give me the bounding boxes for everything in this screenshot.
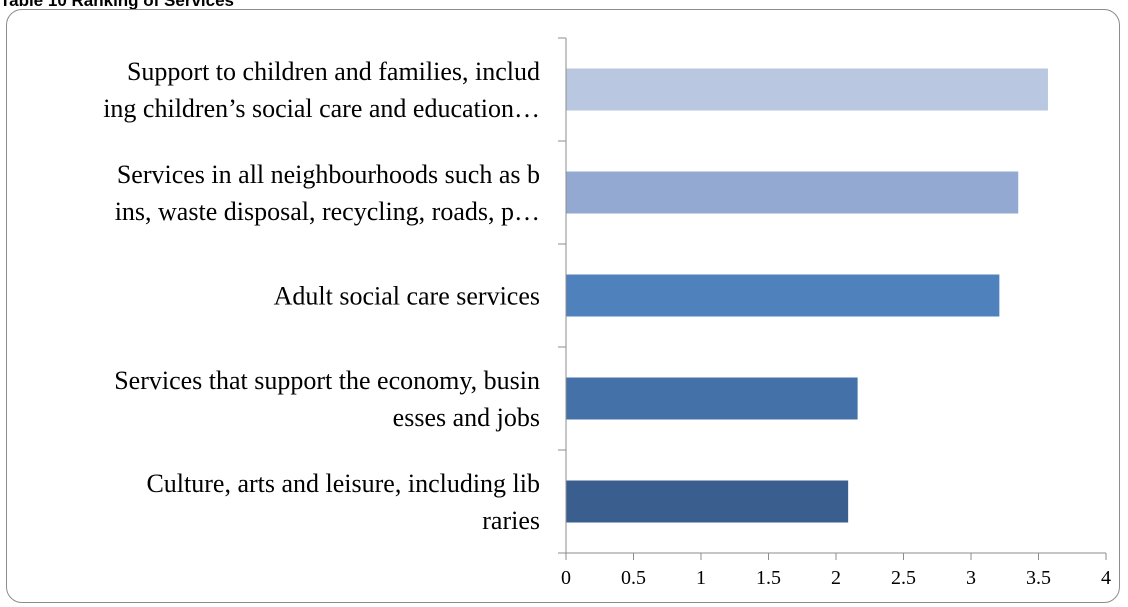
x-tick-label: 0.5 [621,567,646,589]
category-label: Support to children and families, includ [127,57,540,86]
bar [566,68,1048,111]
x-tick-label: 0 [561,567,571,589]
x-tick-label: 1 [696,567,706,589]
bar [566,171,1019,214]
category-label: ing children’s social care and education… [103,94,540,123]
bar [566,480,849,523]
bar [566,274,1000,317]
category-label: Adult social care services [274,282,540,311]
category-label: Culture, arts and leisure, including lib [146,469,540,498]
category-label: ins, waste disposal, recycling, roads, p… [115,197,540,226]
x-tick-label: 3.5 [1026,567,1051,589]
bar [566,377,858,420]
x-tick-label: 1.5 [756,567,781,589]
x-tick-label: 3 [966,567,976,589]
x-tick-label: 2 [831,567,841,589]
x-tick-label: 2.5 [891,567,916,589]
chart-frame [6,9,1120,603]
category-label: raries [482,506,540,535]
category-label: esses and jobs [393,403,540,432]
x-tick-label: 4 [1101,567,1111,589]
category-label: Services in all neighbourhoods such as b [117,160,540,189]
category-label: Services that support the economy, busin [114,366,540,395]
chart-heading: Table 10 Ranking of Services [0,0,234,10]
